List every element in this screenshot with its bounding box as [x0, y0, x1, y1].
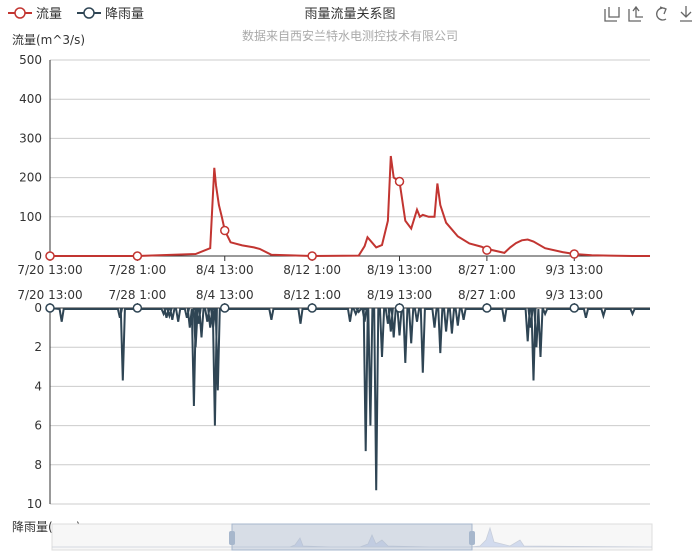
rainfall-markers — [45, 303, 580, 313]
flow-x-ticks: 7/20 13:00 7/28 1:00 8/4 13:00 8/12 1:00 8/1… — [17, 256, 603, 277]
rainfall-x-tick-label: 7/20 13:00 — [17, 288, 82, 302]
rainfall-x-tick-label: 7/28 1:00 — [109, 288, 167, 302]
flow-point — [482, 245, 492, 255]
flow-markers — [45, 176, 580, 261]
rainfall-point — [569, 303, 580, 313]
rainfall-x-tick-label: 9/3 13:00 — [545, 288, 603, 302]
rainfall-x-tick-label: 8/12 1:00 — [283, 288, 341, 302]
rainfall-point — [482, 303, 492, 313]
flow-y-tick-label: 300 — [19, 131, 42, 145]
rainfall-chart: 7/20 13:00 7/28 1:00 8/4 13:00 8/12 1:00 8/1… — [12, 288, 650, 534]
rainfall-y-ticks: 0 2 4 6 8 10 — [27, 301, 42, 511]
legend-label-rainfall: 降雨量 — [105, 7, 144, 22]
restore-icon[interactable] — [656, 6, 667, 21]
rainfall-grid — [49, 307, 650, 505]
chart-title: 雨量流量关系图 — [304, 7, 395, 22]
flow-point — [307, 251, 317, 261]
flow-y-tick-label: 500 — [19, 53, 42, 67]
flow-x-tick-label: 8/19 13:00 — [367, 263, 432, 277]
flow-y-tick-label: 100 — [19, 210, 42, 224]
data-zoom-slider[interactable] — [51, 523, 653, 551]
toolbox[interactable] — [604, 5, 692, 22]
data-zoom-right-handle[interactable] — [469, 531, 475, 545]
data-zoom-preview — [52, 526, 653, 548]
data-zoom-track[interactable] — [51, 523, 653, 551]
flow-x-tick-label: 9/3 13:00 — [545, 263, 603, 277]
rainfall-point — [307, 303, 317, 313]
legend-item-flow[interactable]: 流量 — [8, 7, 62, 22]
flow-x-tick-label: 7/20 13:00 — [17, 263, 82, 277]
flow-y-tick-label: 200 — [19, 171, 42, 185]
flow-y-axis-label: 流量(m^3/s) — [12, 33, 85, 47]
rainfall-point — [394, 303, 405, 313]
rainfall-y-tick-label: 8 — [34, 458, 42, 472]
flow-x-tick-label: 7/28 1:00 — [109, 263, 167, 277]
flow-point — [45, 251, 55, 261]
rainfall-x-tick-label: 8/4 13:00 — [196, 288, 254, 302]
flow-point — [569, 249, 580, 259]
legend[interactable]: 流量 降雨量 — [8, 7, 144, 22]
rainfall-x-tick-label: 8/19 13:00 — [367, 288, 432, 302]
zoom-icon[interactable] — [604, 7, 620, 22]
rainfall-y-tick-label: 10 — [27, 497, 42, 511]
rainfall-y-tick-label: 0 — [34, 301, 42, 315]
flow-y-tick-label: 0 — [34, 249, 42, 263]
flow-point — [220, 225, 230, 236]
rainfall-point — [45, 303, 55, 313]
rainfall-x-tick-label: 8/27 1:00 — [458, 288, 516, 302]
flow-grid — [49, 59, 650, 257]
flow-point — [132, 251, 143, 261]
flow-y-tick-label: 400 — [19, 92, 42, 106]
chart-subtitle: 数据来自西安兰特水电测控技术有限公司 — [242, 28, 458, 43]
rainfall-y-tick-label: 2 — [34, 340, 42, 354]
flow-x-tick-label: 8/27 1:00 — [458, 263, 516, 277]
flow-y-ticks: 0 100 200 300 400 500 — [19, 53, 42, 263]
save-image-icon[interactable] — [680, 6, 692, 22]
legend-label-flow: 流量 — [36, 7, 62, 22]
data-zoom-window[interactable] — [231, 523, 473, 551]
rainfall-y-tick-label: 4 — [34, 379, 42, 393]
flow-x-tick-label: 8/4 13:00 — [196, 263, 254, 277]
legend-item-rainfall[interactable]: 降雨量 — [77, 7, 144, 22]
data-zoom-left-handle[interactable] — [229, 531, 235, 545]
rainfall-series-line — [49, 307, 650, 491]
zoom-reset-icon[interactable] — [628, 5, 643, 22]
flow-x-tick-label: 8/12 1:00 — [283, 263, 341, 277]
rainfall-point — [132, 303, 143, 313]
rainfall-y-tick-label: 6 — [34, 419, 42, 433]
rainfall-point — [220, 303, 230, 313]
flow-series-line — [50, 155, 650, 258]
rainfall-x-ticks: 7/20 13:00 7/28 1:00 8/4 13:00 8/12 1:00 8/1… — [17, 288, 603, 308]
flow-point — [394, 176, 405, 187]
